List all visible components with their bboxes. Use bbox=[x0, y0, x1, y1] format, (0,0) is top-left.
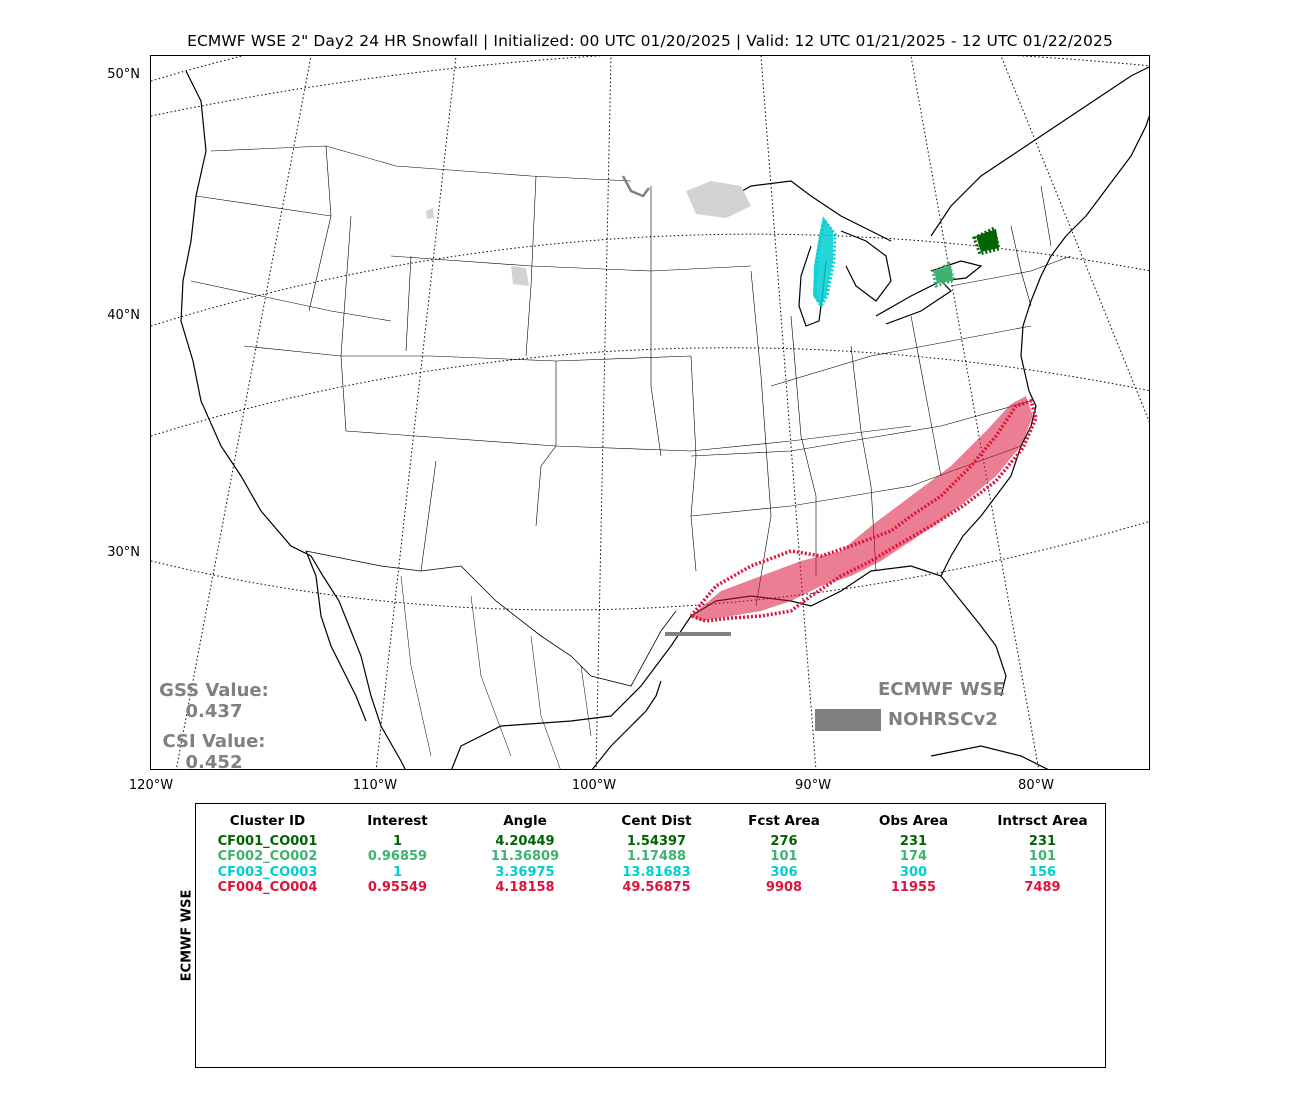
lat-line-40 bbox=[151, 233, 1149, 327]
table-cell: CF004_CO004 bbox=[217, 880, 318, 895]
baja bbox=[305, 550, 367, 722]
lon-line-90 bbox=[760, 56, 817, 769]
obs-gray-ne bbox=[511, 266, 529, 286]
mexico-states bbox=[400, 575, 592, 769]
csi-value: 0.452 bbox=[185, 752, 243, 773]
table-cell: 9908 bbox=[765, 880, 803, 895]
gss-value: 0.437 bbox=[185, 701, 243, 722]
state-boundaries bbox=[190, 145, 1072, 607]
col-header-cluster-id: Cluster ID bbox=[229, 813, 306, 829]
table-cell: 1.17488 bbox=[626, 849, 687, 864]
observed-snow bbox=[426, 181, 1033, 621]
forecast-outlines bbox=[621, 175, 1038, 623]
us-mexico-border bbox=[305, 550, 677, 687]
lat-line-30 bbox=[151, 521, 1149, 611]
cluster-table: Cluster ID Interest Angle Cent Dist Fcst… bbox=[195, 803, 1106, 1068]
graticule bbox=[151, 56, 1149, 769]
fcst-cluster3 bbox=[813, 217, 837, 309]
lat-line-45 bbox=[151, 56, 1149, 117]
table-cell: 7489 bbox=[1024, 880, 1061, 895]
table-cell: CF001_CO001 bbox=[217, 833, 318, 849]
table-cell: 11.36809 bbox=[490, 849, 560, 864]
col-header-cent-dist: Cent Dist bbox=[621, 813, 692, 829]
obs-cluster3 bbox=[813, 216, 833, 306]
col-header-obs-area: Obs Area bbox=[878, 813, 949, 829]
map-panel bbox=[150, 55, 1150, 770]
legend-obs-label: NOHRSCv2 bbox=[888, 709, 998, 730]
atlantic-coast bbox=[1020, 115, 1149, 392]
florida bbox=[940, 390, 1037, 577]
canada-east bbox=[930, 66, 1149, 237]
lat-label-50: 50°N bbox=[107, 67, 140, 82]
col-header-intrsct-area: Intrsct Area bbox=[997, 813, 1088, 829]
lake-erie bbox=[875, 280, 952, 325]
obs-gray-id bbox=[426, 208, 434, 219]
table-cell: CF003_CO003 bbox=[217, 864, 318, 880]
legend-fill-swatch bbox=[815, 709, 881, 731]
lon-label-110: 110°W bbox=[352, 778, 398, 793]
table-cell: 1 bbox=[392, 833, 403, 849]
lon-label-100: 100°W bbox=[571, 778, 617, 793]
cuba bbox=[930, 745, 1049, 769]
table-cell: 49.56875 bbox=[622, 880, 691, 895]
table-cell: 1.54397 bbox=[626, 833, 687, 849]
col-header-angle: Angle bbox=[503, 813, 547, 829]
obs-cluster4 bbox=[691, 396, 1033, 621]
lon-line-110 bbox=[375, 56, 457, 769]
fcst-cluster1 bbox=[972, 225, 1001, 256]
lat-label-40: 40°N bbox=[107, 308, 140, 323]
gss-label: GSS Value: bbox=[159, 680, 269, 701]
lon-label-120: 120°W bbox=[128, 778, 174, 793]
csi-label: CSI Value: bbox=[162, 731, 266, 752]
lat-line-50 bbox=[151, 56, 244, 82]
table-cell: 101 bbox=[1028, 849, 1057, 864]
lon-label-80: 80°W bbox=[1018, 778, 1054, 793]
cluster-table-grid: Cluster ID Interest Angle Cent Dist Fcst… bbox=[196, 813, 1107, 896]
table-cell: 11955 bbox=[890, 880, 937, 895]
col-header-interest: Interest bbox=[367, 813, 428, 829]
map-canvas bbox=[151, 56, 1149, 769]
chart-title: ECMWF WSE 2" Day2 24 HR Snowfall | Initi… bbox=[187, 32, 1113, 50]
csi-score: CSI Value: 0.452 bbox=[144, 731, 284, 773]
table-cell: 13.81683 bbox=[622, 864, 691, 880]
table-cell: 0.96859 bbox=[367, 849, 428, 864]
coastline bbox=[180, 66, 1149, 769]
fcst-gray-line bbox=[621, 175, 650, 198]
table-cell: CF002_CO002 bbox=[217, 849, 318, 864]
table-cell: 4.20449 bbox=[495, 833, 555, 849]
lon-line-100 bbox=[595, 56, 612, 769]
lon-label-90: 90°W bbox=[795, 778, 831, 793]
fcst-cluster4 bbox=[688, 398, 1038, 623]
west-coast bbox=[180, 70, 406, 769]
table-cell: 156 bbox=[1028, 864, 1057, 880]
great-lakes-superior bbox=[715, 180, 892, 242]
table-cell: 231 bbox=[1028, 833, 1057, 849]
table-cell: 3.36975 bbox=[495, 864, 555, 880]
col-header-fcst-area: Fcst Area bbox=[748, 813, 820, 829]
table-cell: 4.18158 bbox=[495, 880, 555, 895]
legend-fcst-label: ECMWF WSE bbox=[878, 679, 1005, 700]
lon-line-70 bbox=[1000, 56, 1149, 423]
table-cell: 306 bbox=[770, 864, 798, 880]
legend-line-swatch bbox=[665, 632, 731, 636]
table-cell: 300 bbox=[899, 864, 928, 880]
lake-ontario bbox=[930, 260, 983, 282]
lat-label-30: 30°N bbox=[107, 545, 140, 560]
table-side-label: ECMWF WSE bbox=[179, 889, 195, 982]
table-cell: 174 bbox=[899, 849, 928, 864]
obs-gray-mn bbox=[686, 181, 751, 218]
table-cell: 1 bbox=[392, 864, 403, 880]
mexico-east bbox=[591, 680, 662, 769]
gss-score: GSS Value: 0.437 bbox=[144, 680, 284, 722]
lake-huron bbox=[840, 230, 892, 302]
table-cell: 231 bbox=[899, 833, 928, 849]
lon-line-80 bbox=[910, 56, 1040, 769]
lon-line-120 bbox=[175, 56, 312, 769]
table-cell: 101 bbox=[770, 849, 798, 864]
table-cell: 0.95549 bbox=[367, 880, 428, 895]
table-cell: 276 bbox=[770, 833, 798, 849]
